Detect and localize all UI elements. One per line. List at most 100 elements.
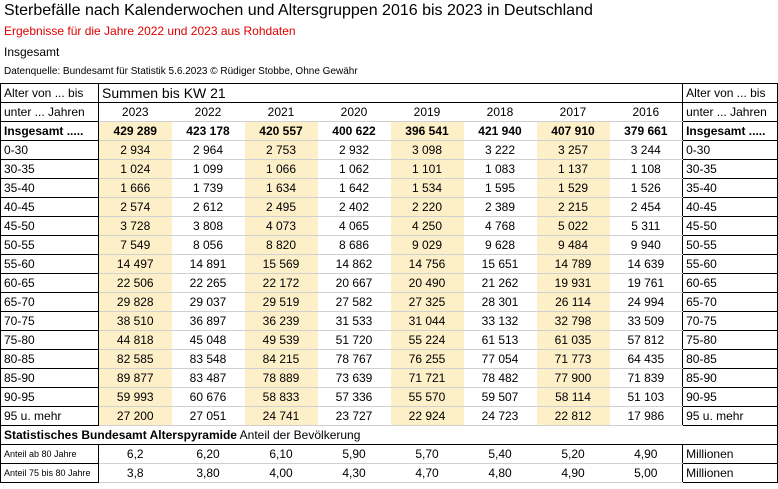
cell: 14 639 — [609, 254, 683, 274]
cell: 379 661 — [609, 121, 683, 141]
cell: 22 265 — [171, 273, 245, 293]
footer-title: Statistisches Bundesamt Alterspyramide A… — [0, 425, 778, 445]
cell: 36 239 — [244, 311, 318, 331]
cell: 57 336 — [317, 387, 391, 407]
cell: 89 877 — [98, 368, 172, 388]
cell: 420 557 — [244, 121, 318, 141]
cell: 61 513 — [463, 330, 537, 350]
cell: 22 172 — [244, 273, 318, 293]
year-row: unter ... Jahren 2023 2022 2021 2020 2019 2018… — [0, 102, 778, 122]
cell: 423 178 — [171, 121, 245, 141]
cell: 73 639 — [317, 368, 391, 388]
title: Sterbefälle nach Kalenderwochen und Alte… — [4, 2, 593, 19]
cell: 45 048 — [171, 330, 245, 350]
cell: 1 024 — [98, 159, 172, 179]
cell: 3 222 — [463, 140, 537, 160]
data-row: 80-85 82 585 83 548 84 215 78 767 76 255 77 05… — [0, 349, 778, 369]
data-row: 40-45 2 574 2 612 2 495 2 402 2 220 2 389 2 215… — [0, 197, 778, 217]
year-header: 2019 — [390, 102, 464, 122]
footer-cell: 6,20 — [171, 444, 245, 464]
data-row: 90-95 59 993 60 676 58 833 57 336 55 570 59 50… — [0, 387, 778, 407]
cell: 5 022 — [536, 216, 610, 236]
cell: 2 574 — [98, 197, 172, 217]
footer-cell: 4,00 — [244, 463, 318, 483]
data-row: 65-70 29 828 29 037 29 519 27 582 27 325 28 30… — [0, 292, 778, 312]
data-row: 45-50 3 728 3 808 4 073 4 065 4 250 4 768 5 022… — [0, 216, 778, 236]
cell: 55 570 — [390, 387, 464, 407]
cell: 1 595 — [463, 178, 537, 198]
footer-cell: 4,70 — [390, 463, 464, 483]
cell: 27 200 — [98, 406, 172, 426]
cell: 7 549 — [98, 235, 172, 255]
cell: 2 612 — [171, 197, 245, 217]
cell: 9 484 — [536, 235, 610, 255]
footer-cell: 4,90 — [536, 463, 610, 483]
cell: 2 215 — [536, 197, 610, 217]
cell: 57 812 — [609, 330, 683, 350]
cell: 22 812 — [536, 406, 610, 426]
cell: 24 741 — [244, 406, 318, 426]
cell: 71 773 — [536, 349, 610, 369]
footer-label: Anteil 75 bis 80 Jahre — [0, 463, 99, 483]
cell: 49 539 — [244, 330, 318, 350]
data-row: 55-60 14 497 14 891 15 569 14 862 14 756 15 65… — [0, 254, 778, 274]
age-label: 85-90 — [0, 368, 99, 388]
footer-cell: 4,30 — [317, 463, 391, 483]
cell: 33 132 — [463, 311, 537, 331]
year-header: 2020 — [317, 102, 391, 122]
cell: 1 634 — [244, 178, 318, 198]
age-label: 30-35 — [0, 159, 99, 179]
age-label: 30-35 — [682, 159, 778, 179]
row-header: Alter von ... bis — [0, 83, 99, 103]
cell: 29 828 — [98, 292, 172, 312]
cell: 84 215 — [244, 349, 318, 369]
cell: 77 900 — [536, 368, 610, 388]
age-label: 90-95 — [0, 387, 99, 407]
age-label: 80-85 — [0, 349, 99, 369]
cell: 396 541 — [390, 121, 464, 141]
age-label: 70-75 — [0, 311, 99, 331]
age-label: 65-70 — [0, 292, 99, 312]
age-label: 75-80 — [682, 330, 778, 350]
cell: 77 054 — [463, 349, 537, 369]
year-header: 2017 — [536, 102, 610, 122]
year-header: 2022 — [171, 102, 245, 122]
footer-row: Anteil ab 80 Jahre 6,2 6,20 6,10 5,90 5,70 5,4… — [0, 444, 778, 464]
footer-cell: 5,00 — [609, 463, 683, 483]
cell: 36 897 — [171, 311, 245, 331]
cell: 8 686 — [317, 235, 391, 255]
cell: 1 534 — [390, 178, 464, 198]
cell: 2 495 — [244, 197, 318, 217]
age-label: 80-85 — [682, 349, 778, 369]
cell: 2 932 — [317, 140, 391, 160]
cell: 8 820 — [244, 235, 318, 255]
cell: 26 114 — [536, 292, 610, 312]
cell: 23 727 — [317, 406, 391, 426]
cell: 31 533 — [317, 311, 391, 331]
age-label: 40-45 — [0, 197, 99, 217]
age-label: Insgesamt ..... — [682, 121, 778, 141]
cell: 51 103 — [609, 387, 683, 407]
footer-cell: 4,90 — [609, 444, 683, 464]
cell: 4 065 — [317, 216, 391, 236]
cell: 20 490 — [390, 273, 464, 293]
cell: 14 891 — [171, 254, 245, 274]
cell: 1 666 — [98, 178, 172, 198]
cell: 9 029 — [390, 235, 464, 255]
header: Sterbefälle nach Kalenderwochen und Alte… — [0, 0, 778, 83]
footer-cell: 6,2 — [98, 444, 172, 464]
cell: 51 720 — [317, 330, 391, 350]
cell: 2 454 — [609, 197, 683, 217]
cell: 1 099 — [171, 159, 245, 179]
cell: 9 628 — [463, 235, 537, 255]
cell: 1 526 — [609, 178, 683, 198]
age-label: 45-50 — [0, 216, 99, 236]
cell: 2 964 — [171, 140, 245, 160]
cell: 58 833 — [244, 387, 318, 407]
cell: 14 862 — [317, 254, 391, 274]
age-label: 55-60 — [0, 254, 99, 274]
cell: 83 487 — [171, 368, 245, 388]
cell: 1 137 — [536, 159, 610, 179]
cell: 4 768 — [463, 216, 537, 236]
age-label: 45-50 — [682, 216, 778, 236]
